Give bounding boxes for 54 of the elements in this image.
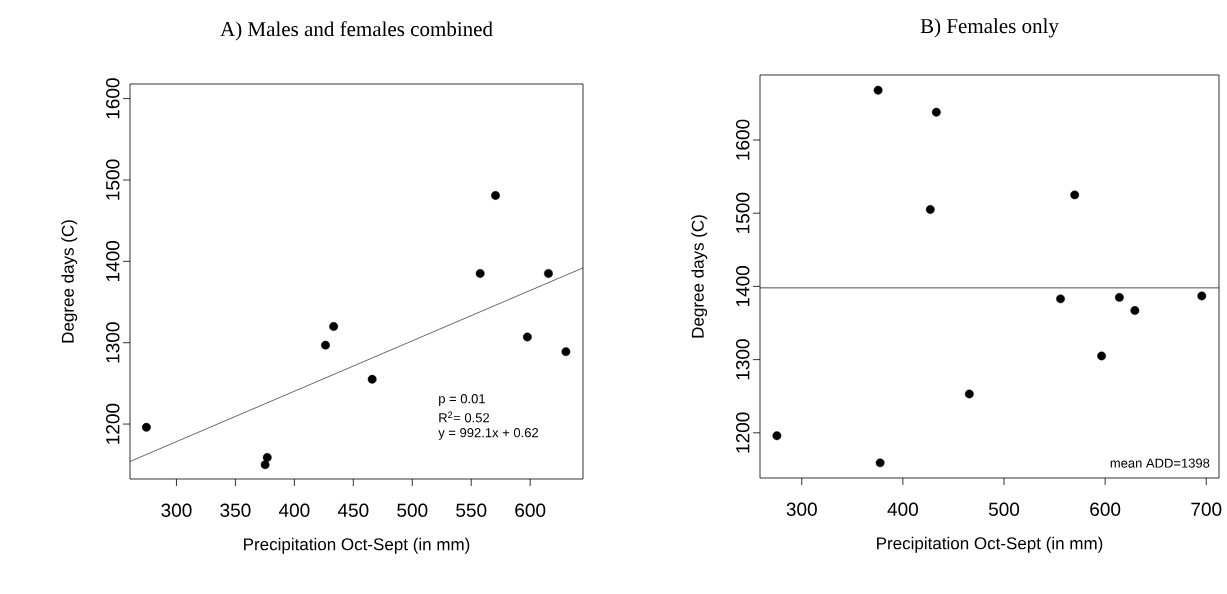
y-tick-label: 1500: [106, 159, 120, 200]
point: [873, 85, 883, 95]
x-tick-label: 300: [161, 503, 192, 517]
point: [561, 347, 571, 357]
point: [964, 389, 974, 399]
point: [491, 191, 500, 200]
point: [522, 332, 532, 342]
x-tick-label: 500: [397, 503, 428, 517]
x-tick-label: 600: [515, 503, 546, 517]
y-tick-label: 1600: [736, 119, 750, 160]
x-tick-label: 700: [1191, 502, 1222, 516]
x-tick-label: 500: [988, 502, 1020, 516]
y-tick-label: 1400: [106, 240, 120, 282]
y-tick-label: 1400: [736, 266, 750, 307]
y-tick-label: 1300: [106, 322, 120, 363]
point: [475, 269, 485, 278]
point: [544, 269, 553, 278]
y-axis-title: Degree days (C): [61, 220, 78, 343]
point: [142, 422, 151, 432]
point: [1130, 306, 1140, 315]
point: [321, 340, 330, 350]
x-axis-title: Precipitation Oct-Sept (in mm): [877, 536, 1103, 553]
y-tick-label: 1500: [736, 192, 750, 233]
x-tick-label: 600: [1090, 502, 1121, 516]
x-tick-label: 400: [278, 503, 310, 517]
x-axis-title: Precipitation Oct-Sept (in mm): [244, 537, 470, 554]
x-tick-label: 350: [220, 503, 251, 517]
point: [1070, 190, 1080, 200]
point: [1114, 292, 1124, 302]
y-tick-label: 1200: [736, 412, 750, 453]
x-tick-label: 550: [456, 503, 487, 517]
point: [367, 374, 377, 384]
y-tick-label: 1200: [106, 403, 120, 444]
y-tick-label: 1300: [736, 339, 750, 380]
point: [1056, 294, 1065, 304]
point: [329, 322, 339, 331]
x-tick-label: 300: [786, 502, 817, 516]
point: [925, 205, 935, 214]
chart-title: B) Females only: [920, 18, 1059, 38]
point: [1097, 351, 1106, 361]
x-tick-label: 400: [887, 502, 918, 516]
annotation: p = 0.01: [439, 394, 485, 406]
point: [875, 458, 885, 468]
annotation: R$^{2}$= 0.52: [439, 411, 490, 423]
chart-title: A) Males and females combined: [220, 21, 493, 41]
x-tick-label: 450: [337, 503, 369, 517]
ref-line-label: mean ADD=1398: [1110, 458, 1210, 468]
point: [1197, 291, 1207, 301]
annotation: y = 992.1x + 0.62: [438, 428, 539, 440]
point: [772, 431, 782, 441]
point: [262, 453, 272, 462]
y-tick-label: 1600: [106, 78, 120, 119]
point: [931, 107, 941, 117]
y-axis-title: Degree days (C): [691, 215, 708, 338]
